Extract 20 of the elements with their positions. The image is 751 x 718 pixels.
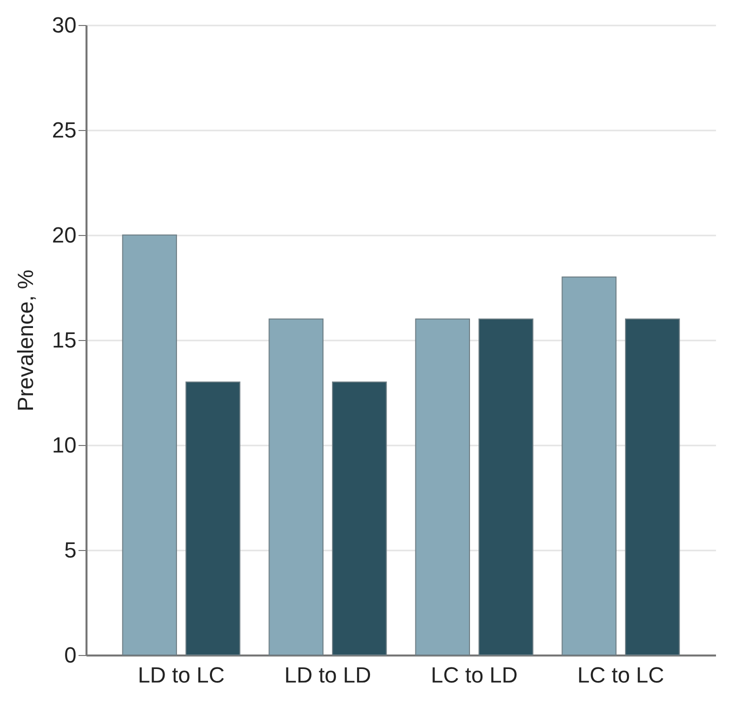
y-tick-label: 10 — [52, 432, 76, 458]
bar — [415, 318, 470, 656]
bar — [268, 318, 324, 656]
bar — [625, 318, 680, 656]
x-tick-label: LD to LD — [284, 662, 372, 688]
y-tick-label: 30 — [52, 12, 76, 38]
bar — [478, 318, 534, 656]
bar — [185, 382, 240, 656]
y-tick-label: 20 — [52, 222, 76, 248]
y-tick-label: 15 — [52, 328, 76, 352]
bar — [122, 234, 177, 656]
y-tick-label: 5 — [64, 538, 76, 562]
y-axis-title: Prevalence, % — [13, 270, 38, 412]
x-tick-label: LC to LD — [430, 662, 518, 688]
x-tick-label: LC to LC — [577, 662, 664, 688]
bar — [332, 382, 387, 656]
x-tick-label: LD to LC — [138, 662, 225, 688]
y-tick-label: 0 — [64, 642, 76, 668]
y-tick-label: 25 — [52, 118, 76, 142]
bar — [562, 276, 617, 656]
